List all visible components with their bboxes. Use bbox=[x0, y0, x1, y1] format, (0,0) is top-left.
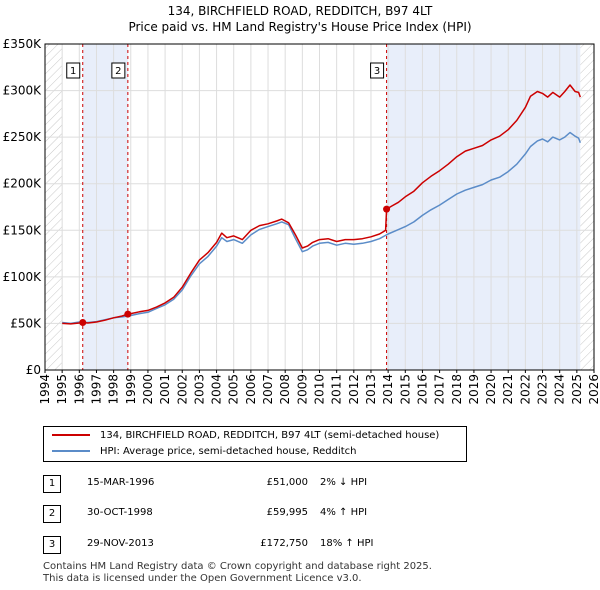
sale-date: 29-NOV-2013 bbox=[87, 538, 154, 549]
x-tick-label: 2021 bbox=[501, 374, 515, 405]
sale-hpi-diff: 4% ↑ HPI bbox=[320, 507, 368, 518]
shaded-period bbox=[82, 44, 128, 370]
x-tick-label: 2013 bbox=[364, 374, 378, 405]
sale-date: 15-MAR-1996 bbox=[87, 477, 155, 488]
x-tick-label: 2001 bbox=[158, 374, 172, 405]
y-tick-label: £150K bbox=[3, 223, 43, 237]
legend-item-hpi: HPI: Average price, semi-detached house,… bbox=[52, 445, 356, 459]
x-tick-label: 2014 bbox=[381, 374, 395, 405]
sale-label-box bbox=[370, 62, 385, 79]
legend-swatch-hpi bbox=[52, 450, 90, 452]
x-tick-label: 1996 bbox=[72, 374, 86, 405]
sale-price: £172,750 bbox=[260, 538, 308, 549]
x-tick-label: 2011 bbox=[330, 374, 344, 405]
x-tick-label: 2019 bbox=[467, 374, 481, 405]
y-tick-label: £200K bbox=[3, 177, 43, 191]
sale-label-box bbox=[111, 62, 126, 79]
hatched-region bbox=[580, 44, 594, 370]
y-tick-label: £100K bbox=[3, 270, 43, 284]
x-tick-label: 2006 bbox=[244, 374, 258, 405]
x-tick-label: 1995 bbox=[55, 374, 69, 405]
y-tick-label: £0 bbox=[26, 363, 41, 377]
legend: 134, BIRCHFIELD ROAD, REDDITCH, B97 4LT … bbox=[43, 426, 467, 462]
x-tick-label: 2009 bbox=[295, 374, 309, 405]
x-tick-label: 2015 bbox=[398, 374, 412, 405]
x-tick-label: 2010 bbox=[313, 374, 327, 405]
legend-swatch-property bbox=[52, 434, 90, 436]
y-tick-label: £250K bbox=[3, 130, 43, 144]
shaded-period bbox=[386, 44, 581, 370]
x-tick-label: 1998 bbox=[107, 374, 121, 405]
legend-item-property: 134, BIRCHFIELD ROAD, REDDITCH, B97 4LT … bbox=[52, 429, 439, 443]
property-price-line bbox=[62, 84, 582, 325]
sale-label-number: 1 bbox=[70, 66, 76, 77]
x-tick-label: 2020 bbox=[484, 374, 498, 405]
hatched-region bbox=[45, 44, 63, 370]
sale-point bbox=[79, 318, 87, 326]
footer-license: This data is licensed under the Open Gov… bbox=[43, 573, 362, 584]
sale-point bbox=[124, 310, 132, 318]
y-tick-label: £350K bbox=[3, 37, 43, 51]
x-tick-label: 2002 bbox=[175, 374, 189, 405]
price-chart: £0 £50K £100K £150K £200K £250K £300K £350K 1994… bbox=[3, 37, 600, 405]
x-tick-label: 2004 bbox=[210, 374, 224, 405]
sale-label-number: 3 bbox=[374, 66, 380, 77]
x-tick-label: 1994 bbox=[38, 374, 52, 405]
chart-title: 134, BIRCHFIELD ROAD, REDDITCH, B97 4LT bbox=[167, 4, 433, 18]
chart-subtitle: Price paid vs. HM Land Registry's House … bbox=[128, 20, 472, 34]
sale-hpi-diff: 2% ↓ HPI bbox=[320, 477, 368, 488]
x-tick-label: 2025 bbox=[570, 374, 584, 405]
sale-number: 1 bbox=[43, 475, 61, 493]
y-tick-label: £50K bbox=[10, 316, 42, 330]
x-tick-label: 2024 bbox=[553, 374, 567, 405]
x-tick-label: 2026 bbox=[587, 374, 600, 405]
sale-number: 3 bbox=[43, 536, 61, 554]
sale-label-box bbox=[66, 62, 81, 79]
sale-hpi-diff: 18% ↑ HPI bbox=[320, 538, 374, 549]
hpi-line bbox=[62, 131, 582, 325]
sale-price: £59,995 bbox=[266, 507, 308, 518]
footer-copyright: Contains HM Land Registry data © Crown c… bbox=[43, 561, 432, 572]
x-tick-label: 2000 bbox=[141, 374, 155, 405]
sale-row: 3 29-NOV-2013 £172,750 18% ↑ HPI bbox=[43, 536, 403, 554]
sale-label-number: 2 bbox=[115, 66, 121, 77]
x-tick-label: 2007 bbox=[261, 374, 275, 405]
sale-point bbox=[383, 205, 391, 213]
sale-number: 2 bbox=[43, 505, 61, 523]
x-tick-label: 2005 bbox=[227, 374, 241, 405]
x-tick-label: 2018 bbox=[450, 374, 464, 405]
y-tick-label: £300K bbox=[3, 84, 43, 98]
x-tick-label: 2017 bbox=[433, 374, 447, 405]
x-tick-label: 2008 bbox=[278, 374, 292, 405]
x-tick-label: 2003 bbox=[192, 374, 206, 405]
sale-price: £51,000 bbox=[266, 477, 308, 488]
sale-date: 30-OCT-1998 bbox=[87, 507, 153, 518]
x-tick-label: 2016 bbox=[415, 374, 429, 405]
x-tick-label: 2012 bbox=[347, 374, 361, 405]
footer: Contains HM Land Registry data © Crown c… bbox=[43, 561, 432, 585]
legend-label-hpi: HPI: Average price, semi-detached house,… bbox=[100, 446, 357, 457]
legend-label-property: 134, BIRCHFIELD ROAD, REDDITCH, B97 4LT … bbox=[100, 430, 440, 441]
x-tick-label: 2022 bbox=[518, 374, 532, 405]
x-tick-label: 1997 bbox=[89, 374, 103, 405]
x-tick-label: 1999 bbox=[124, 374, 138, 405]
sale-row: 2 30-OCT-1998 £59,995 4% ↑ HPI bbox=[43, 505, 403, 523]
x-tick-label: 2023 bbox=[536, 374, 550, 405]
sale-row: 1 15-MAR-1996 £51,000 2% ↓ HPI bbox=[43, 475, 403, 493]
